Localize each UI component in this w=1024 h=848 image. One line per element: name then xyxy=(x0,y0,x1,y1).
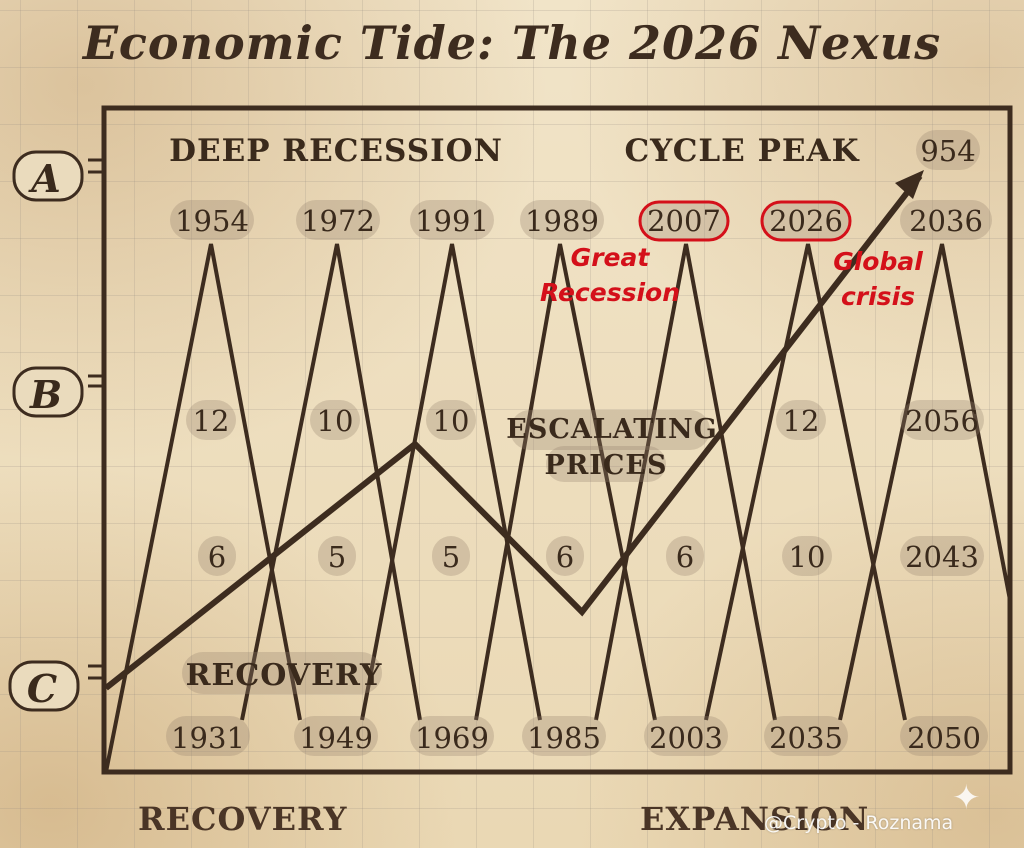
sparkle-icon: ✦ xyxy=(952,778,981,818)
svg-text:2050: 2050 xyxy=(907,721,981,755)
svg-text:5: 5 xyxy=(328,540,346,574)
top-year-badge-highlighted: 2026 xyxy=(760,200,852,242)
marker-c-label: C xyxy=(27,666,57,711)
svg-text:12: 12 xyxy=(783,404,820,438)
peak-value-badge: 954 xyxy=(916,130,980,170)
great-recession-annotation-line2: Recession xyxy=(540,278,680,307)
recovery-inner-label: RECOVERY xyxy=(182,652,382,694)
diagram-title: Economic Tide: The 2026 Nexus xyxy=(82,16,942,70)
svg-text:PRICES: PRICES xyxy=(545,450,668,481)
svg-text:1954: 1954 xyxy=(175,204,249,238)
svg-text:ESCALATING: ESCALATING xyxy=(506,414,717,445)
lower-value-badge: 5 xyxy=(318,536,356,576)
svg-text:10: 10 xyxy=(433,404,470,438)
escalating-prices-label: ESCALATING PRICES xyxy=(506,410,717,482)
mid-value-badge: 12 xyxy=(186,400,236,440)
svg-text:1989: 1989 xyxy=(525,204,599,238)
svg-text:1985: 1985 xyxy=(527,721,601,755)
svg-text:10: 10 xyxy=(789,540,826,574)
marker-c: C xyxy=(8,660,104,712)
lower-value-badge: 6 xyxy=(546,536,584,576)
bottom-year-badge: 2035 xyxy=(764,716,848,756)
mid-value-badge: 2056 xyxy=(900,400,984,440)
svg-text:954: 954 xyxy=(920,134,975,168)
svg-text:2036: 2036 xyxy=(909,204,983,238)
svg-text:1949: 1949 xyxy=(299,721,373,755)
bottom-year-badge: 2003 xyxy=(644,716,728,756)
svg-text:1931: 1931 xyxy=(171,721,245,755)
bottom-year-badge: 1949 xyxy=(294,716,378,756)
svg-text:1991: 1991 xyxy=(415,204,489,238)
svg-text:6: 6 xyxy=(556,540,574,574)
top-years-row: 1954 1972 1991 1989 2007 2026 2036 xyxy=(170,200,992,242)
mid-value-badge: 10 xyxy=(426,400,476,440)
top-year-badge: 1989 xyxy=(520,200,604,240)
svg-text:10: 10 xyxy=(317,404,354,438)
cycle-peak-label: CYCLE PEAK xyxy=(624,133,859,169)
marker-a-label: A xyxy=(28,156,60,201)
bottom-years-row: 1931 1949 1969 1985 2003 2035 2050 xyxy=(166,716,988,756)
top-year-badge: 2036 xyxy=(900,200,992,240)
bottom-year-badge: 1985 xyxy=(522,716,606,756)
svg-text:2035: 2035 xyxy=(769,721,843,755)
mid-value-badge: 12 xyxy=(776,400,826,440)
great-recession-annotation-line1: Great xyxy=(571,243,651,272)
global-crisis-annotation-line1: Global xyxy=(833,247,923,276)
mid-values-row: 12 10 10 12 2056 xyxy=(186,400,984,440)
svg-text:2043: 2043 xyxy=(905,540,979,574)
svg-text:6: 6 xyxy=(208,540,226,574)
trend-line xyxy=(104,174,923,691)
svg-text:2056: 2056 xyxy=(905,404,979,438)
svg-text:6: 6 xyxy=(676,540,694,574)
top-year-badge: 1972 xyxy=(296,200,380,240)
bottom-year-badge: 1969 xyxy=(410,716,494,756)
bottom-recovery-label: RECOVERY xyxy=(138,800,348,838)
top-year-badge: 1991 xyxy=(410,200,494,240)
lower-value-badge: 6 xyxy=(666,536,704,576)
global-crisis-annotation-line2: crisis xyxy=(841,282,915,311)
svg-text:RECOVERY: RECOVERY xyxy=(186,658,383,693)
mid-value-badge: 10 xyxy=(310,400,360,440)
lower-value-badge: 10 xyxy=(782,536,832,576)
svg-text:5: 5 xyxy=(442,540,460,574)
lower-value-badge: 6 xyxy=(198,536,236,576)
svg-text:2003: 2003 xyxy=(649,721,723,755)
marker-a: A xyxy=(12,150,104,202)
svg-text:2007: 2007 xyxy=(647,204,721,238)
deep-recession-label: DEEP RECESSION xyxy=(169,133,503,169)
watermark: @Crypto - Roznama xyxy=(764,812,954,834)
bottom-year-badge: 2050 xyxy=(900,716,988,756)
svg-text:1972: 1972 xyxy=(301,204,375,238)
top-year-badge-highlighted: 2007 xyxy=(638,200,730,242)
svg-text:12: 12 xyxy=(193,404,230,438)
marker-b-label: B xyxy=(29,372,62,417)
trend-arrowhead xyxy=(895,170,924,199)
lower-values-row: 6 5 5 6 6 10 2043 xyxy=(198,536,984,576)
marker-b: B xyxy=(12,366,104,418)
svg-text:2026: 2026 xyxy=(769,204,843,238)
svg-text:1969: 1969 xyxy=(415,721,489,755)
diagram-frame xyxy=(101,105,1013,775)
top-year-badge: 1954 xyxy=(170,200,254,240)
bottom-year-badge: 1931 xyxy=(166,716,250,756)
lower-value-badge: 5 xyxy=(432,536,470,576)
lower-value-badge: 2043 xyxy=(900,536,984,576)
bottom-expansion-label: EXPANSION xyxy=(640,800,870,838)
